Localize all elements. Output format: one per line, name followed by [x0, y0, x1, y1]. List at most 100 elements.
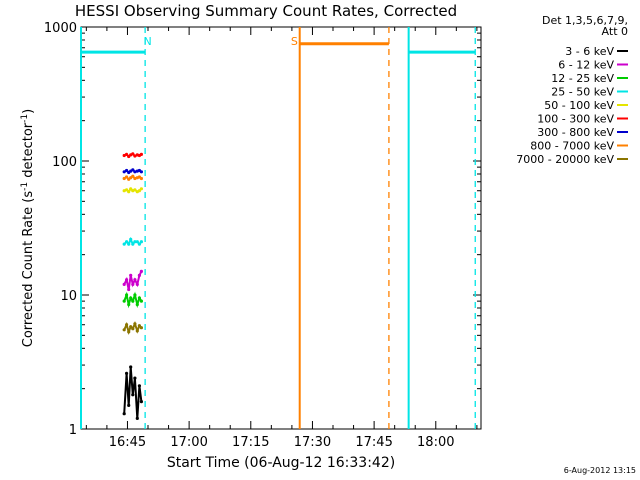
legend-entry-label: 6 - 12 keV	[558, 59, 614, 72]
y-tick-label: 10	[60, 289, 77, 304]
data-point	[135, 302, 139, 307]
x-tick-label: 17:45	[355, 435, 392, 450]
data-point	[127, 302, 131, 307]
y-axis-label-sup1: -1	[20, 182, 30, 191]
data-point	[133, 170, 137, 174]
chart-title: HESSI Observing Summary Count Rates, Cor…	[75, 2, 457, 20]
legend-entry-label: 7000 - 20000 keV	[516, 153, 614, 166]
data-point	[139, 326, 143, 330]
data-point	[125, 175, 129, 179]
legend-entry-label: 25 - 50 keV	[551, 86, 614, 99]
data-point	[131, 327, 135, 331]
data-point	[127, 403, 131, 407]
data-point	[129, 187, 133, 191]
data-point	[139, 269, 143, 273]
data-point	[135, 240, 139, 244]
data-point	[133, 240, 137, 244]
data-point	[137, 189, 141, 193]
data-point	[133, 176, 137, 181]
data-point	[122, 412, 126, 416]
data-point	[122, 176, 126, 181]
data-point	[137, 324, 141, 328]
data-point	[125, 371, 129, 375]
legend-entry-label: 800 - 7000 keV	[530, 140, 614, 153]
data-point	[125, 240, 129, 244]
data-point	[133, 154, 137, 158]
x-tick-label: 17:15	[232, 435, 269, 450]
data-point	[139, 152, 143, 156]
data-point	[137, 296, 141, 300]
footer-date: 6-Aug-2012 13:15	[564, 466, 636, 475]
data-point	[129, 237, 133, 241]
data-point	[135, 416, 139, 420]
data-point	[125, 278, 129, 282]
y-axis-label-part1: Corrected Count Rate (s	[21, 191, 36, 348]
data-point	[137, 384, 141, 388]
data-point	[139, 240, 143, 244]
state-bar-label: S	[291, 35, 298, 48]
legend-header: Det 1,3,5,6,7,9,	[542, 14, 628, 27]
x-tick-label: 17:00	[170, 435, 207, 450]
x-tick-label: 16:45	[109, 435, 146, 450]
data-point	[131, 242, 135, 246]
legend-entry-label: 50 - 100 keV	[544, 99, 614, 112]
data-point	[127, 190, 131, 194]
data-point	[139, 176, 143, 181]
x-tick-label: 18:00	[417, 435, 454, 450]
y-tick-label: 100	[52, 155, 77, 170]
data-point	[125, 188, 129, 192]
legend-entry-label: 3 - 6 keV	[565, 45, 614, 58]
data-point	[129, 296, 133, 300]
data-point	[131, 174, 135, 178]
data-point	[122, 299, 126, 303]
data-point	[135, 329, 139, 333]
data-point	[133, 188, 137, 192]
data-point	[133, 293, 137, 297]
x-tick-label: 17:30	[294, 435, 331, 450]
data-point	[127, 242, 131, 246]
data-point	[139, 170, 143, 174]
data-point	[129, 325, 133, 329]
y-axis-label: Corrected Count Rate (s-1 detector-1)	[20, 109, 36, 347]
data-point	[125, 168, 129, 173]
y-axis-label-sup2: -1	[20, 114, 30, 123]
state-bar-label: N	[143, 35, 151, 48]
data-point	[122, 242, 126, 246]
data-point	[125, 323, 129, 327]
data-point	[125, 293, 129, 297]
data-point	[125, 152, 129, 156]
data-point	[131, 168, 135, 172]
x-axis-label: Start Time (06-Aug-12 16:33:42)	[167, 455, 395, 471]
y-tick-label: 1000	[44, 21, 77, 36]
data-point	[133, 322, 137, 326]
data-point	[127, 330, 131, 334]
data-point	[137, 273, 141, 277]
legend-entry-label: 100 - 300 keV	[537, 113, 614, 126]
data-point	[122, 282, 126, 286]
data-point	[122, 328, 126, 332]
data-point	[133, 278, 137, 282]
plot-area: 1 10 100 1000 16:45 17:00 17:15 17:30 17:45 18:00…	[44, 21, 482, 450]
data-point	[131, 282, 135, 286]
data-point	[135, 282, 139, 286]
data-point	[129, 365, 133, 369]
plot-frame	[80, 26, 482, 430]
data-point	[122, 153, 126, 158]
data-point	[129, 273, 133, 277]
data-point	[122, 170, 126, 174]
data-point	[139, 299, 143, 303]
data-point	[139, 187, 143, 191]
y-axis-label-part2: detector	[21, 122, 36, 182]
legend-entry-label: 12 - 25 keV	[551, 72, 614, 85]
data-point	[131, 299, 135, 303]
legend-header: Att 0	[602, 25, 628, 38]
data-point	[137, 242, 141, 246]
data-point	[127, 287, 131, 292]
legend-entry-label: 300 - 800 keV	[537, 126, 614, 139]
data-point	[133, 376, 137, 380]
data-point	[122, 189, 126, 193]
data-point	[131, 152, 135, 156]
data-point	[139, 400, 143, 404]
